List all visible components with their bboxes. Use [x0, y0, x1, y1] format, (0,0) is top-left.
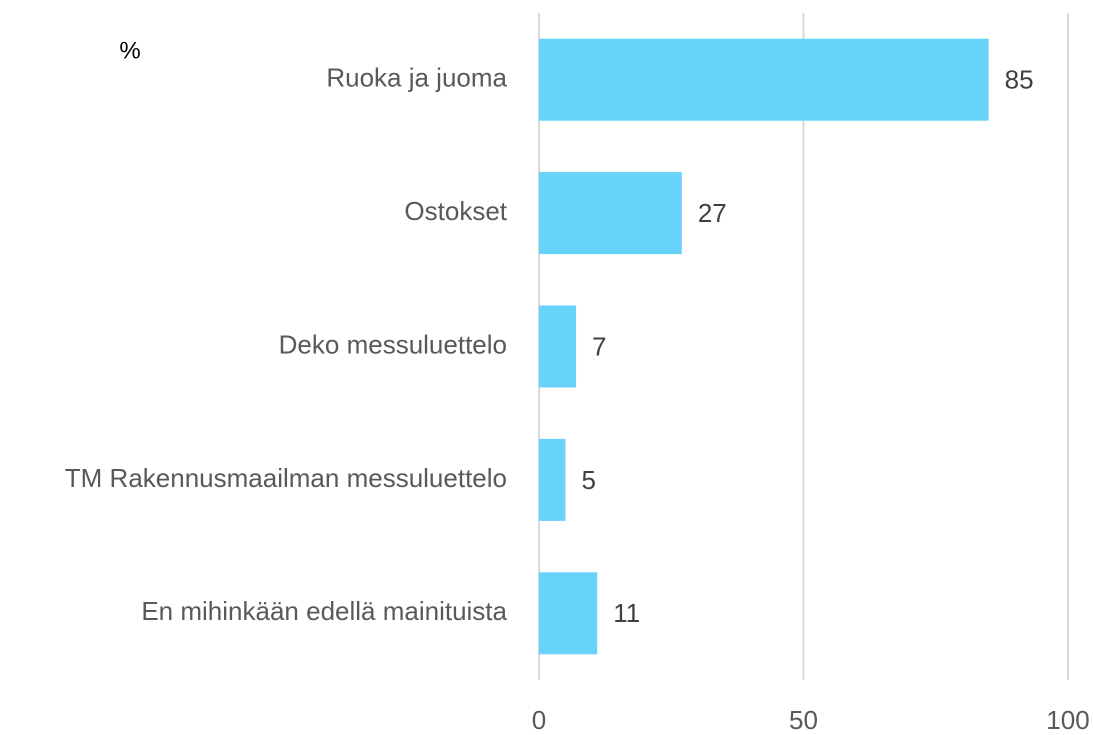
x-tick-label: 50	[789, 705, 818, 735]
x-tick-label: 0	[532, 705, 546, 735]
value-label: 27	[698, 198, 727, 228]
y-tick-label: En mihinkään edellä mainituista	[141, 596, 507, 626]
bar	[539, 172, 682, 255]
value-label: 5	[581, 465, 595, 495]
x-tick-label: 100	[1046, 705, 1089, 735]
bar	[539, 438, 566, 521]
y-tick-label: Ruoka ja juoma	[326, 63, 507, 93]
value-label: 11	[613, 598, 640, 628]
value-label: 85	[1005, 65, 1034, 95]
y-tick-label: Ostokset	[404, 196, 507, 226]
value-label: 7	[592, 331, 606, 361]
bar	[539, 38, 989, 121]
y-tick-label: TM Rakennusmaailman messuluettelo	[65, 463, 507, 493]
y-tick-label: Deko messuluettelo	[279, 329, 507, 359]
bar	[539, 572, 598, 655]
axis-label: %	[119, 37, 140, 64]
bar	[539, 305, 577, 388]
